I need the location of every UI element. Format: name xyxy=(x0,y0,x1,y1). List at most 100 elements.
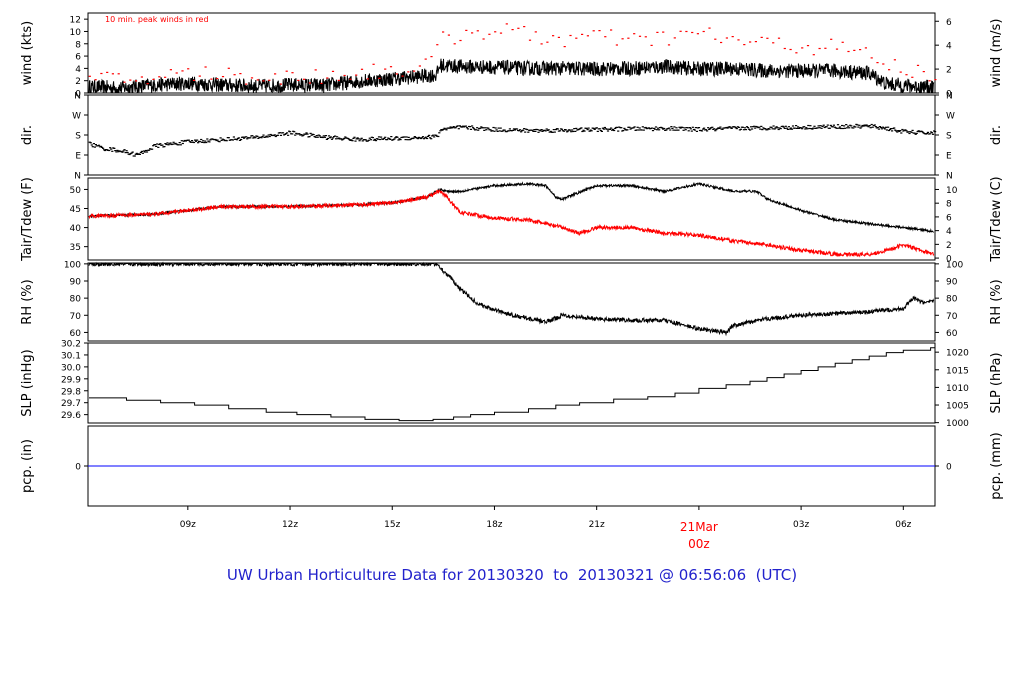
data-point xyxy=(737,126,740,128)
data-point xyxy=(269,133,272,136)
data-point xyxy=(194,139,197,141)
x-tick-label: 09z xyxy=(180,520,196,530)
data-point xyxy=(503,129,506,131)
data-point xyxy=(830,38,833,40)
data-point xyxy=(749,41,752,43)
data-point xyxy=(103,149,106,151)
data-point xyxy=(540,43,543,45)
data-point xyxy=(168,143,171,145)
left-tick-label: 29.8 xyxy=(61,387,81,397)
data-point xyxy=(531,129,534,131)
data-point xyxy=(238,139,242,141)
data-point xyxy=(846,127,849,129)
data-point xyxy=(523,128,526,130)
data-point xyxy=(876,62,879,64)
data-point xyxy=(328,137,332,139)
data-point xyxy=(743,44,746,46)
data-point xyxy=(373,138,377,140)
data-point xyxy=(789,48,792,51)
data-point xyxy=(918,131,921,133)
left-tick-label: 60 xyxy=(70,329,82,339)
data-point xyxy=(611,129,614,131)
data-point xyxy=(813,125,816,127)
right-axis-label: wind (m/s) xyxy=(989,19,1004,88)
data-point xyxy=(124,152,127,154)
data-point xyxy=(893,59,896,61)
data-point xyxy=(907,131,910,133)
data-point xyxy=(475,129,478,131)
data-point xyxy=(216,78,219,80)
data-point xyxy=(913,132,916,134)
data-point xyxy=(393,138,396,140)
data-point xyxy=(783,127,786,129)
data-point xyxy=(654,126,658,128)
data-point xyxy=(174,142,177,144)
left-tick-label: 29.7 xyxy=(61,399,81,409)
data-point xyxy=(431,135,434,137)
data-point xyxy=(687,130,690,132)
data-point xyxy=(267,134,270,136)
data-point xyxy=(443,127,446,129)
data-point xyxy=(670,126,673,128)
data-point xyxy=(351,140,354,142)
x-tick-label: 21z xyxy=(589,520,605,530)
data-point xyxy=(260,137,263,139)
data-point xyxy=(404,139,407,141)
data-point xyxy=(719,126,722,128)
data-point xyxy=(454,127,457,129)
data-point xyxy=(697,127,701,129)
data-point xyxy=(556,128,559,130)
data-point xyxy=(297,79,300,81)
data-point xyxy=(708,27,711,29)
left-tick-label: 50 xyxy=(70,186,82,196)
data-point xyxy=(893,127,896,129)
data-point xyxy=(257,137,260,139)
data-point xyxy=(409,138,412,140)
left-tick-label: 0 xyxy=(75,90,81,100)
data-point xyxy=(175,72,178,74)
data-point xyxy=(199,141,202,143)
data-point xyxy=(169,142,172,144)
data-point xyxy=(334,135,337,137)
data-point xyxy=(581,33,584,35)
data-point xyxy=(285,70,288,72)
data-point xyxy=(879,126,882,129)
data-point xyxy=(164,143,167,145)
data-point xyxy=(384,136,387,138)
data-point xyxy=(526,129,529,131)
data-point xyxy=(354,140,357,142)
data-point xyxy=(487,127,490,129)
data-point xyxy=(899,130,902,132)
data-point xyxy=(152,145,155,147)
data-point xyxy=(784,125,787,127)
data-point xyxy=(324,135,327,137)
right-tick-label: 2 xyxy=(946,241,952,251)
data-point xyxy=(374,140,378,142)
data-point xyxy=(205,141,208,144)
data-point xyxy=(382,138,385,140)
left-axis-label: RH (%) xyxy=(20,279,35,324)
data-point xyxy=(515,128,519,130)
data-point xyxy=(161,144,164,146)
data-point xyxy=(551,131,554,133)
data-point xyxy=(353,136,356,138)
data-point xyxy=(613,129,616,132)
data-point xyxy=(448,127,451,129)
data-point xyxy=(180,140,183,142)
data-point xyxy=(221,76,225,78)
data-point xyxy=(320,82,323,84)
data-point xyxy=(407,136,410,138)
data-point xyxy=(384,68,387,70)
data-point xyxy=(294,134,297,136)
data-point xyxy=(432,134,435,136)
data-point xyxy=(570,131,573,133)
data-point xyxy=(681,126,684,129)
data-point xyxy=(857,126,860,128)
data-point xyxy=(642,129,645,131)
data-point xyxy=(442,128,445,130)
data-point xyxy=(195,140,198,142)
data-point xyxy=(586,35,589,37)
data-point xyxy=(115,151,118,153)
data-point xyxy=(760,36,763,38)
data-point xyxy=(688,127,691,129)
